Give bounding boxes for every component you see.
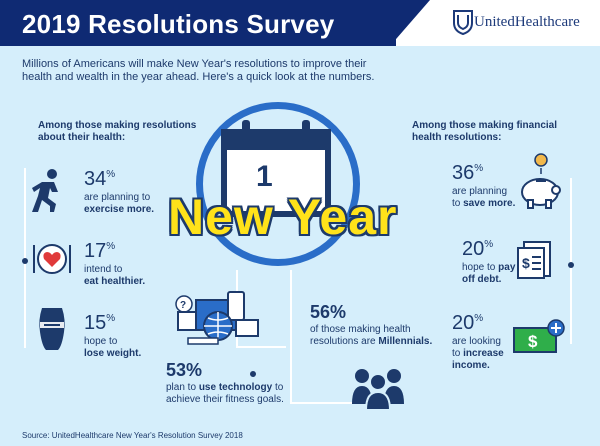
financial-heading-line2: health resolutions: bbox=[412, 132, 502, 143]
millennial-connector-horizontal bbox=[290, 402, 380, 404]
technology-percent: 53% bbox=[166, 360, 203, 380]
svg-text:$: $ bbox=[522, 255, 530, 271]
health-heading-line1: Among those making resolutions bbox=[38, 120, 197, 131]
save-more-line1: are planning bbox=[452, 186, 508, 197]
devices-icon: ? bbox=[175, 291, 259, 345]
technology-desc-line1: plan to use technology to bbox=[166, 382, 284, 393]
calendar-day: 1 bbox=[256, 160, 273, 193]
svg-text:?: ? bbox=[180, 300, 186, 311]
technology-desc-line2: achieve their fitness goals. bbox=[166, 394, 284, 405]
source-note: Source: UnitedHealthcare New Year's Reso… bbox=[22, 431, 243, 440]
page-title: 2019 Resolutions Survey bbox=[22, 9, 335, 39]
increase-income-line2: to increase bbox=[452, 348, 504, 359]
new-year-label: New Year bbox=[168, 189, 398, 245]
exercise-percent: 34% bbox=[84, 168, 116, 190]
bill-icon: $ bbox=[517, 241, 551, 279]
unitedhealthcare-logo-icon bbox=[453, 10, 473, 35]
money-plus-icon: $ bbox=[513, 319, 565, 353]
logo-area bbox=[396, 0, 600, 46]
health-heading-line2: about their health: bbox=[38, 132, 126, 143]
svg-text:$: $ bbox=[528, 332, 538, 351]
eat-healthier-line2: eat healthier. bbox=[84, 276, 146, 287]
millennials-desc-line1: of those making health bbox=[310, 324, 411, 335]
pay-debt-line1: hope to pay bbox=[462, 262, 516, 273]
lose-weight-percent: 15% bbox=[84, 312, 116, 334]
financial-connector-line bbox=[570, 178, 572, 344]
financial-heading-line1: Among those making financial bbox=[412, 120, 558, 131]
logo-text: UnitedHealthcare bbox=[474, 14, 580, 30]
body-scale-icon bbox=[39, 308, 65, 350]
calendar-icon bbox=[221, 120, 331, 217]
pay-debt-line2: off debt. bbox=[462, 274, 502, 285]
increase-income-percent: 20% bbox=[452, 312, 484, 334]
people-group-icon bbox=[352, 369, 404, 410]
intro-text: Millions of Americans will make New Year… bbox=[22, 58, 375, 83]
increase-income-line1: are looking bbox=[452, 336, 501, 347]
millennials-desc-line2: resolutions are Millennials. bbox=[310, 336, 433, 347]
piggy-bank-icon bbox=[521, 153, 561, 209]
tech-connector-horizontal bbox=[236, 346, 286, 348]
runner-icon bbox=[32, 169, 58, 212]
save-more-percent: 36% bbox=[452, 162, 484, 184]
lose-weight-line2: lose weight. bbox=[84, 348, 142, 359]
financial-heading: Among those making financial health reso… bbox=[412, 120, 557, 144]
exercise-desc-line2: exercise more. bbox=[84, 204, 155, 215]
eat-healthier-line1: intend to bbox=[84, 264, 123, 275]
health-heading: Among those making resolutions about the… bbox=[38, 120, 196, 144]
plate-heart-icon bbox=[33, 244, 71, 274]
increase-income-line3: income. bbox=[452, 360, 490, 371]
tech-connector-dot bbox=[250, 371, 256, 377]
header-cut bbox=[390, 0, 430, 46]
millennial-connector-vertical bbox=[290, 270, 292, 404]
eat-healthier-percent: 17% bbox=[84, 240, 116, 262]
pay-debt-percent: 20% bbox=[462, 238, 494, 260]
financial-connector-dot bbox=[568, 262, 574, 268]
millennials-percent: 56% bbox=[310, 302, 347, 322]
exercise-desc-line1: are planning to bbox=[84, 192, 151, 203]
health-connector-dot bbox=[22, 258, 28, 264]
save-more-line2: to save more. bbox=[452, 198, 516, 209]
lose-weight-line1: hope to bbox=[84, 336, 118, 347]
